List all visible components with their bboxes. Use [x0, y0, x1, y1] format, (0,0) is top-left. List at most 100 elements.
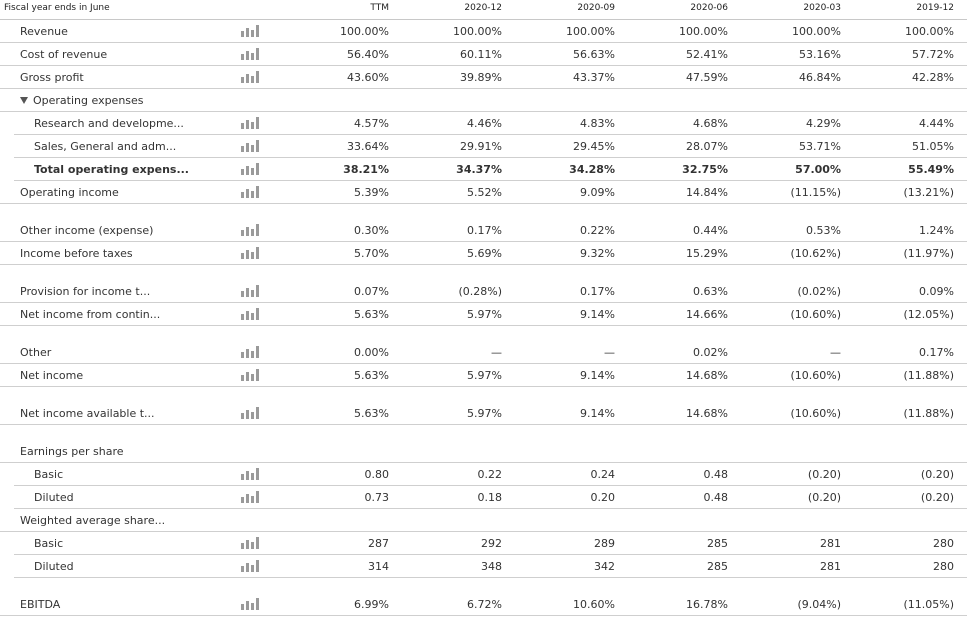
cell-value: 100.00% [566, 25, 615, 38]
cell-value: 42.28% [912, 71, 954, 84]
cell-value: 0.17% [467, 224, 502, 237]
bar-chart-icon-bar [251, 473, 254, 480]
bar-chart-icon-bar [241, 566, 244, 572]
bar-chart-icon[interactable] [241, 537, 263, 549]
cell-value: 28.07% [686, 140, 728, 153]
row-label-text: Revenue [20, 25, 68, 38]
cell-value: (0.28%) [458, 285, 502, 298]
cell-value: 0.00% [354, 346, 389, 359]
cell-value: 0.48 [703, 491, 729, 504]
section-spacer [0, 578, 967, 593]
cell-value: 5.97% [467, 369, 502, 382]
cell-value: (12.05%) [903, 308, 954, 321]
cell-value: 14.68% [686, 407, 728, 420]
bar-chart-icon-bar [241, 604, 244, 610]
bar-chart-icon[interactable] [241, 369, 263, 381]
bar-chart-icon-bar [251, 145, 254, 152]
bar-chart-icon[interactable] [241, 163, 263, 175]
cell-value: 5.69% [467, 247, 502, 260]
table-row: Diluted 314 348 342 285 281 280 [14, 555, 967, 578]
bar-chart-icon-bar [256, 407, 259, 419]
bar-chart-icon[interactable] [241, 285, 263, 297]
bar-chart-icon-bar [256, 369, 259, 381]
row-label: Research and developme... [34, 117, 184, 130]
column-header[interactable]: 2020-12 [464, 3, 502, 13]
caret-down-icon[interactable] [20, 97, 28, 104]
bar-chart-icon[interactable] [241, 140, 263, 152]
bar-chart-icon-bar [256, 186, 259, 198]
bar-chart-icon-bar [241, 169, 244, 175]
bar-chart-icon-bar [246, 143, 249, 152]
table-row: Research and developme... 4.57% 4.46% 4.83%… [14, 112, 967, 135]
bar-chart-icon-bar [256, 48, 259, 60]
row-label-text: Basic [34, 537, 64, 550]
column-header[interactable]: 2019-12 [916, 3, 954, 13]
cell-value: 29.45% [573, 140, 615, 153]
cell-value: 51.05% [912, 140, 954, 153]
cell-value: 57.00% [795, 163, 841, 176]
bar-chart-icon-bar [251, 122, 254, 129]
cell-value: 14.68% [686, 369, 728, 382]
bar-chart-icon-bar [241, 230, 244, 236]
bar-chart-icon-bar [246, 349, 249, 358]
cell-value: 34.37% [456, 163, 502, 176]
bar-chart-icon-bar [256, 117, 259, 129]
table-row: Basic 287 292 289 285 281 280 [14, 532, 967, 555]
bar-chart-icon-bar [246, 563, 249, 572]
column-header[interactable]: 2020-06 [690, 3, 728, 13]
row-label[interactable]: Operating expenses [20, 94, 144, 107]
cell-value: 43.60% [347, 71, 389, 84]
bar-chart-icon[interactable] [241, 247, 263, 259]
bar-chart-icon[interactable] [241, 71, 263, 83]
row-label-text: Total operating expens... [34, 163, 189, 176]
bar-chart-icon-bar [251, 603, 254, 610]
bar-chart-icon[interactable] [241, 407, 263, 419]
bar-chart-icon-bar [246, 288, 249, 297]
bar-chart-icon[interactable] [241, 117, 263, 129]
cell-value: 6.72% [467, 598, 502, 611]
row-label-text: Net income available t... [20, 407, 155, 420]
table-row: Diluted 0.73 0.18 0.20 0.48 (0.20) (0.20) [14, 486, 967, 509]
cell-value: 5.97% [467, 407, 502, 420]
cell-value: 39.89% [460, 71, 502, 84]
cell-value: 4.44% [919, 117, 954, 130]
row-label: Diluted [34, 560, 74, 573]
section-spacer [0, 265, 967, 280]
row-label: Net income [20, 369, 83, 382]
bar-chart-icon-bar [246, 311, 249, 320]
cell-value: 53.71% [799, 140, 841, 153]
bar-chart-icon[interactable] [241, 560, 263, 572]
row-label: Revenue [20, 25, 68, 38]
bar-chart-icon-bar [246, 28, 249, 37]
row-label-text: Weighted average share... [20, 514, 166, 527]
column-header[interactable]: 2020-09 [577, 3, 615, 13]
cell-value: 281 [820, 560, 841, 573]
cell-value: (10.60%) [790, 369, 841, 382]
column-header[interactable]: TTM [370, 3, 389, 13]
row-label: Sales, General and adm... [34, 140, 176, 153]
bar-chart-icon[interactable] [241, 25, 263, 37]
column-header[interactable]: 2020-03 [803, 3, 841, 13]
cell-value: 16.78% [686, 598, 728, 611]
cell-value: 0.80 [364, 468, 390, 481]
bar-chart-icon[interactable] [241, 346, 263, 358]
cell-value: 14.84% [686, 186, 728, 199]
cell-value: (11.15%) [790, 186, 841, 199]
bar-chart-icon[interactable] [241, 598, 263, 610]
bar-chart-icon-bar [246, 540, 249, 549]
cell-value: 0.24 [590, 468, 616, 481]
bar-chart-icon[interactable] [241, 468, 263, 480]
table-row: EBITDA 6.99% 6.72% 10.60% 16.78% (9.04%) (11.0… [0, 593, 967, 616]
cell-value: 32.75% [682, 163, 728, 176]
group-row[interactable]: Operating expenses [0, 89, 967, 112]
cell-value: (13.21%) [903, 186, 954, 199]
bar-chart-icon[interactable] [241, 186, 263, 198]
bar-chart-icon[interactable] [241, 491, 263, 503]
bar-chart-icon-bar [256, 140, 259, 152]
cell-value: 34.28% [569, 163, 615, 176]
bar-chart-icon[interactable] [241, 308, 263, 320]
bar-chart-icon[interactable] [241, 48, 263, 60]
bar-chart-icon-bar [256, 468, 259, 480]
table-row: Provision for income t... 0.07% (0.28%) 0.1… [0, 280, 967, 303]
bar-chart-icon[interactable] [241, 224, 263, 236]
